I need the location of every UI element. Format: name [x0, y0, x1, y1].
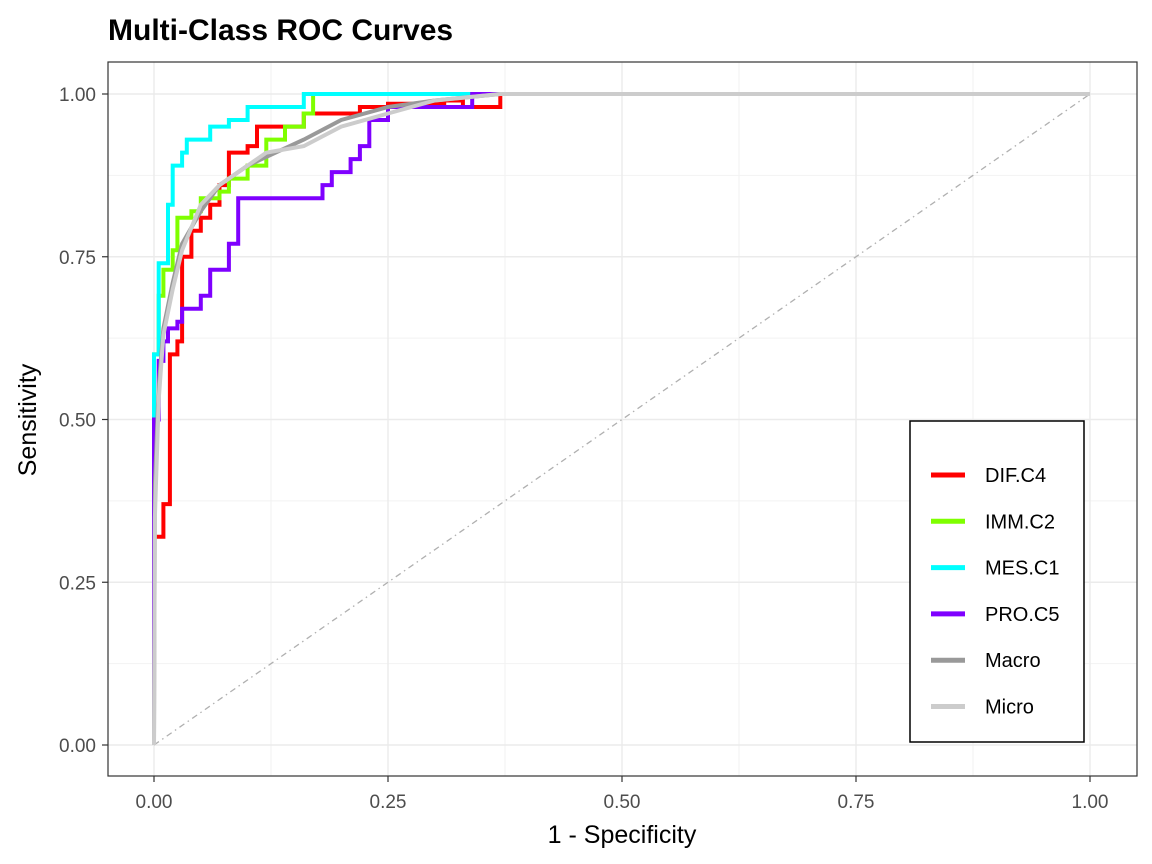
- x-tick-label: 0.50: [604, 792, 641, 813]
- legend: DIF.C4 IMM.C2 MES.C1 PRO.C5 Macro Micro: [909, 420, 1085, 743]
- roc-curve-mes-c1: [152, 92, 1090, 745]
- y-tick-label: 0.00: [59, 736, 96, 757]
- x-tick-label: 1.00: [1072, 792, 1109, 813]
- roc-curve-dif-c4: [152, 92, 1090, 745]
- chart-title: Multi-Class ROC Curves: [108, 14, 453, 47]
- roc-curve-imm-c2: [152, 92, 1090, 745]
- x-axis-title: 1 - Specificity: [548, 821, 697, 849]
- roc-curve-micro: [152, 92, 1090, 746]
- reference-line-layer: [153, 93, 1091, 746]
- grid: [108, 62, 1137, 776]
- y-tick-label: 0.50: [59, 411, 96, 432]
- legend-label-macro: Macro: [985, 650, 1041, 672]
- legend-label-imm-c2: IMM.C2: [985, 511, 1055, 533]
- series-layer: [152, 92, 1090, 746]
- x-tick-label: 0.00: [136, 792, 173, 813]
- reference-diagonal-line: [153, 93, 1091, 746]
- y-tick-label: 1.00: [59, 85, 96, 106]
- legend-label-mes-c1: MES.C1: [985, 558, 1059, 580]
- roc-curve-pro-c5: [152, 92, 1090, 745]
- legend-label-micro: Micro: [985, 697, 1034, 719]
- legend-label-dif-c4: DIF.C4: [985, 465, 1046, 487]
- y-tick-label: 0.75: [59, 248, 96, 269]
- x-axis-ticks: 0.00 0.25 0.50 0.75 1.00: [136, 776, 1109, 813]
- x-tick-label: 0.75: [838, 792, 875, 813]
- y-tick-label: 0.25: [59, 573, 96, 594]
- x-tick-label: 0.25: [370, 792, 407, 813]
- y-axis-ticks: 0.00 0.25 0.50 0.75 1.00: [59, 85, 108, 757]
- y-axis-title: Sensitivity: [14, 363, 42, 476]
- legend-label-pro-c5: PRO.C5: [985, 604, 1059, 626]
